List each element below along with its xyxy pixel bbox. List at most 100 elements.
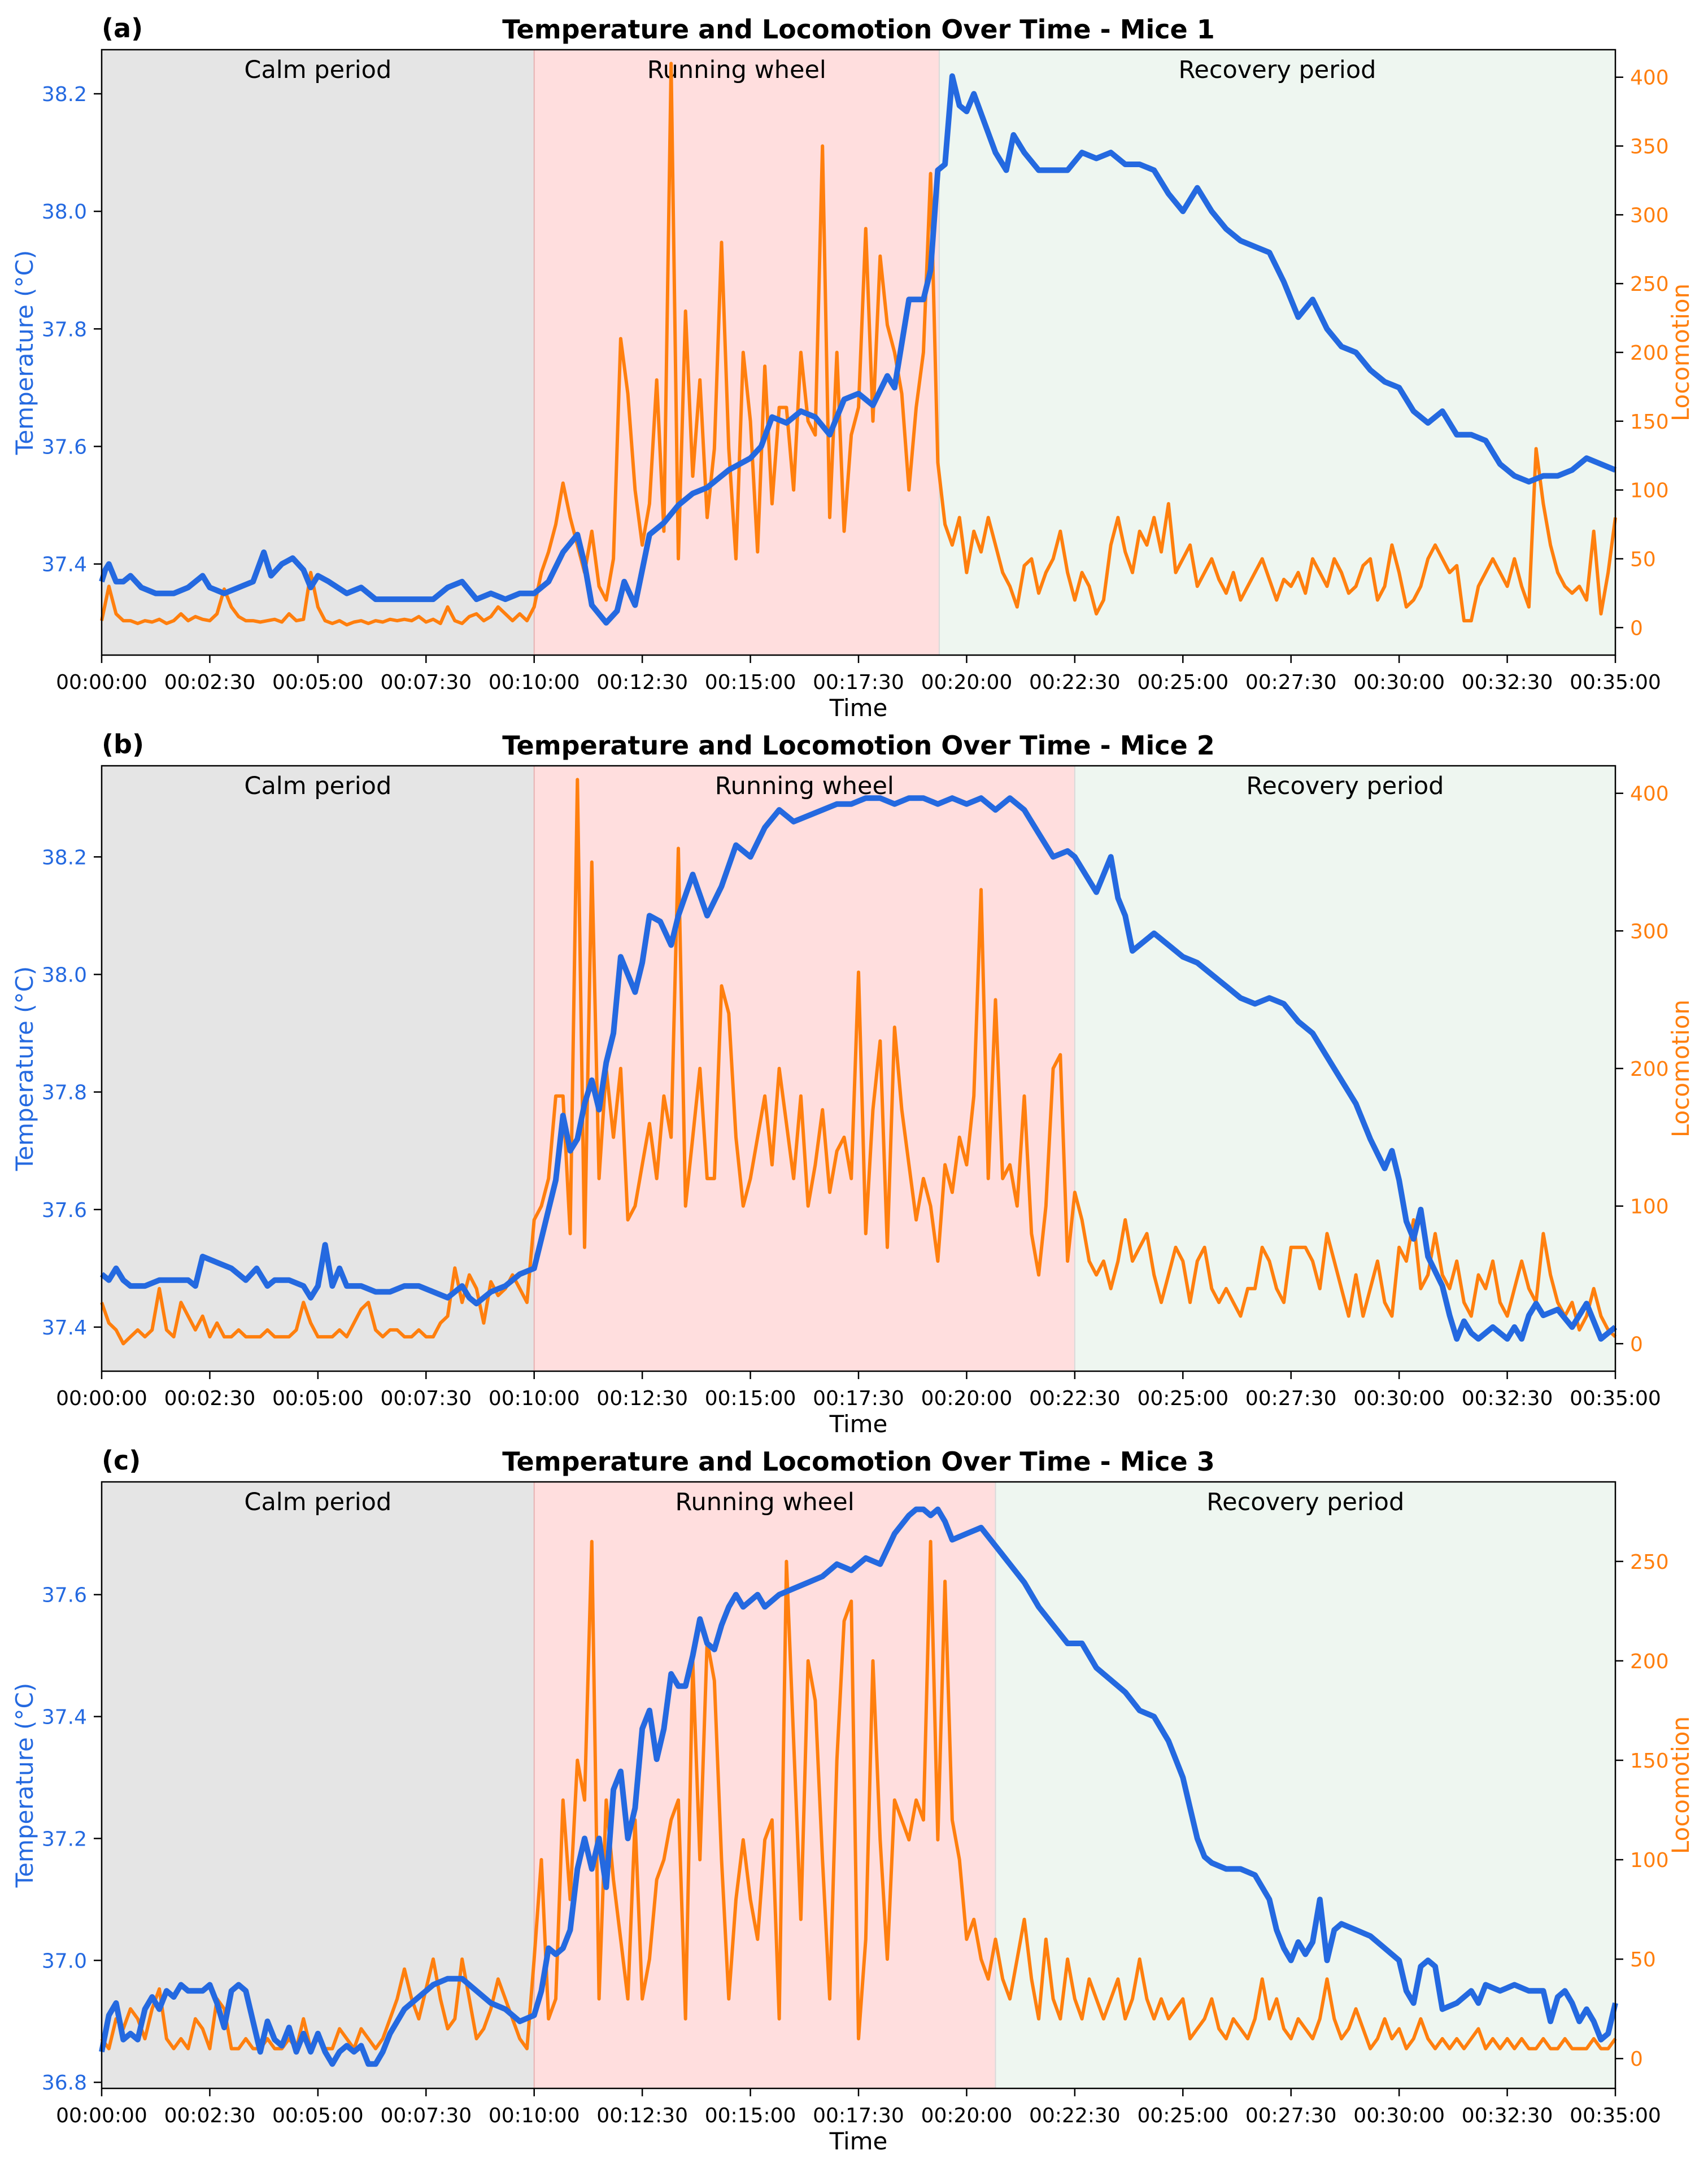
period-label: Running wheel [647, 56, 826, 84]
y-right-tick-label: 250 [1630, 1551, 1669, 1574]
x-tick-label: 00:25:00 [1137, 2104, 1228, 2127]
period-band [939, 50, 1615, 655]
panel-label: (a) [102, 13, 143, 43]
y-right-tick-label: 50 [1630, 1948, 1656, 1972]
y-left-tick-label: 38.0 [42, 963, 87, 987]
y-left-tick-label: 37.6 [42, 1199, 87, 1222]
x-tick-label: 00:30:00 [1353, 1387, 1445, 1410]
x-tick-label: 00:32:30 [1462, 671, 1553, 694]
x-tick-label: 00:15:00 [705, 2104, 796, 2127]
x-tick-label: 00:17:30 [813, 671, 904, 694]
x-tick-label: 00:02:30 [164, 2104, 256, 2127]
y-right-tick-label: 300 [1630, 920, 1669, 943]
x-tick-label: 00:17:30 [813, 2104, 904, 2127]
chart-title: Temperature and Locomotion Over Time - M… [502, 1446, 1214, 1477]
locomotion-line [100, 62, 1617, 627]
x-axis-title: Time [829, 694, 888, 722]
y-left-tick-label: 38.0 [42, 200, 87, 224]
y-right-tick-label: 0 [1630, 2048, 1643, 2071]
y-right-tick-label: 150 [1630, 1750, 1669, 1773]
temperature-line [99, 1506, 1618, 2067]
y-right-axis-title: Locomotion [1667, 1716, 1694, 1854]
x-tick-label: 00:27:30 [1245, 1387, 1337, 1410]
x-tick-label: 00:05:00 [272, 1387, 364, 1410]
y-right-tick-label: 0 [1630, 1333, 1643, 1356]
y-right-tick-label: 400 [1630, 783, 1669, 806]
x-tick-label: 00:25:00 [1137, 1387, 1228, 1410]
chart-title: Temperature and Locomotion Over Time - M… [502, 730, 1214, 761]
y-left-tick-label: 38.2 [42, 83, 87, 106]
x-tick-label: 00:27:30 [1245, 671, 1337, 694]
x-tick-label: 00:12:30 [596, 2104, 688, 2127]
y-left-tick-label: 36.8 [42, 2071, 87, 2095]
period-label: Recovery period [1178, 56, 1376, 84]
y-left-tick-label: 37.6 [42, 1584, 87, 1607]
y-right-axis-title: Locomotion [1667, 283, 1694, 421]
x-tick-label: 00:15:00 [705, 671, 796, 694]
x-tick-label: 00:00:00 [56, 2104, 147, 2127]
x-tick-label: 00:12:30 [596, 671, 688, 694]
y-right-tick-label: 200 [1630, 342, 1669, 365]
panel-1: Calm period Running wheel Recovery period 0… [11, 13, 1694, 722]
panel-3: Calm period Running wheel Recovery period 0… [11, 1445, 1694, 2155]
y-right-tick-label: 50 [1630, 548, 1656, 571]
y-left-tick-label: 37.4 [42, 1316, 87, 1340]
x-tick-label: 00:35:00 [1570, 1387, 1661, 1410]
x-axis-title: Time [829, 1410, 888, 1438]
period-band [995, 1482, 1615, 2088]
x-axis-title: Time [829, 2127, 888, 2155]
x-tick-label: 00:07:30 [380, 2104, 472, 2127]
temperature-line [99, 795, 1618, 1342]
y-left-tick-label: 37.8 [42, 318, 87, 341]
x-tick-label: 00:05:00 [272, 2104, 364, 2127]
x-tick-label: 00:27:30 [1245, 2104, 1337, 2127]
y-right-tick-label: 100 [1630, 1849, 1669, 1872]
period-band [534, 1482, 996, 2088]
x-tick-label: 00:30:00 [1353, 2104, 1445, 2127]
x-tick-label: 00:00:00 [56, 671, 147, 694]
x-tick-label: 00:22:30 [1029, 1387, 1121, 1410]
x-tick-label: 00:22:30 [1029, 671, 1121, 694]
y-right-axis-title: Locomotion [1667, 1000, 1694, 1137]
temperature-line [99, 73, 1616, 626]
period-label: Calm period [244, 1488, 391, 1516]
x-tick-label: 00:10:00 [489, 671, 580, 694]
x-tick-label: 00:30:00 [1353, 671, 1445, 694]
x-tick-label: 00:05:00 [272, 671, 364, 694]
y-right-tick-label: 300 [1630, 204, 1669, 227]
x-tick-label: 00:10:00 [489, 2104, 580, 2127]
y-right-tick-label: 100 [1630, 1196, 1669, 1219]
x-tick-label: 00:07:30 [380, 1387, 472, 1410]
x-tick-label: 00:22:30 [1029, 2104, 1121, 2127]
period-label: Calm period [244, 772, 391, 800]
y-left-tick-label: 37.8 [42, 1081, 87, 1105]
x-tick-label: 00:15:00 [705, 1387, 796, 1410]
y-left-tick-label: 38.2 [42, 846, 87, 869]
y-left-tick-label: 37.0 [42, 1949, 87, 1973]
x-tick-label: 00:00:00 [56, 1387, 147, 1410]
y-left-tick-label: 37.4 [42, 1706, 87, 1729]
x-tick-label: 00:12:30 [596, 1387, 688, 1410]
x-tick-label: 00:35:00 [1570, 2104, 1661, 2127]
x-tick-label: 00:20:00 [921, 671, 1013, 694]
x-tick-label: 00:02:30 [164, 671, 256, 694]
x-tick-label: 00:20:00 [921, 1387, 1013, 1410]
chart-title: Temperature and Locomotion Over Time - M… [502, 14, 1214, 45]
y-left-tick-label: 37.6 [42, 436, 87, 459]
x-tick-label: 00:32:30 [1462, 1387, 1553, 1410]
y-left-axis-title: Temperature (°C) [11, 1683, 38, 1888]
panel-label: (b) [102, 729, 144, 760]
y-left-axis-title: Temperature (°C) [11, 966, 38, 1172]
period-label: Recovery period [1206, 1488, 1404, 1516]
period-label: Running wheel [715, 772, 894, 800]
x-tick-label: 00:17:30 [813, 1387, 904, 1410]
y-right-tick-label: 100 [1630, 479, 1669, 503]
locomotion-line [100, 778, 1617, 1346]
y-right-tick-label: 250 [1630, 273, 1669, 296]
period-band [102, 1482, 534, 2088]
y-right-tick-label: 200 [1630, 1650, 1669, 1673]
period-label: Running wheel [676, 1488, 855, 1516]
panel-label: (c) [102, 1445, 141, 1476]
y-right-tick-label: 350 [1630, 136, 1669, 159]
